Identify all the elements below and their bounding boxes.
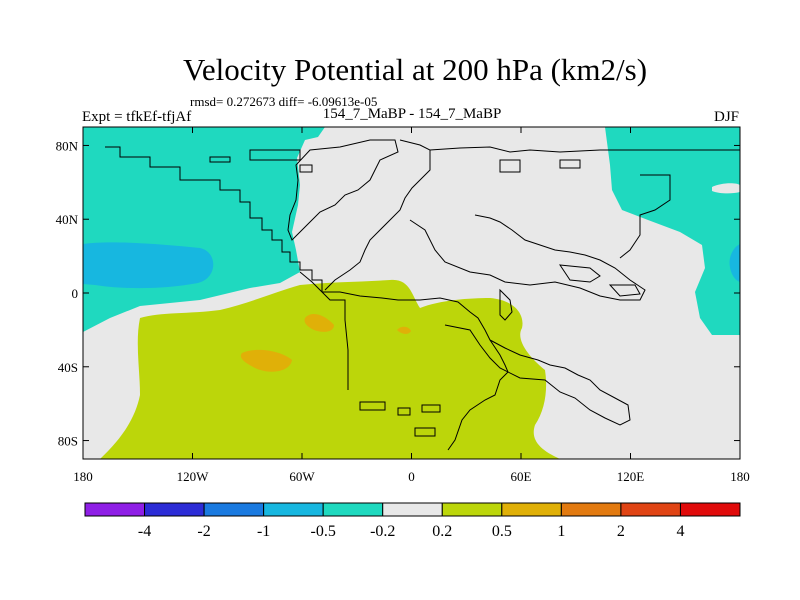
coastline-central-america bbox=[299, 271, 349, 390]
colorbar-swatch bbox=[382, 502, 443, 517]
coastline-africa bbox=[409, 214, 646, 301]
coastlines bbox=[105, 139, 740, 451]
strong-positive-1 bbox=[240, 349, 292, 372]
colorbar-label: -0.2 bbox=[370, 523, 395, 540]
x-tick-label: 60W bbox=[289, 469, 315, 484]
stats-text: rmsd= 0.272673 diff= -6.09613e-05 bbox=[190, 94, 378, 109]
colorbar-swatch bbox=[679, 502, 741, 517]
colorbar-label: -2 bbox=[197, 523, 210, 540]
colorbar-swatch bbox=[203, 502, 265, 517]
plot-title: Velocity Potential at 200 hPa (km2/s) bbox=[182, 52, 648, 87]
strong-positive-3 bbox=[397, 326, 411, 334]
coastline-indonesia bbox=[558, 264, 641, 297]
coastline-australia bbox=[444, 324, 631, 426]
colorbar-swatch bbox=[144, 502, 205, 517]
colorbar-swatch bbox=[501, 502, 562, 517]
y-tick-label: 80N bbox=[56, 138, 79, 153]
colorbar-label: -4 bbox=[138, 523, 151, 540]
coastline-south-america bbox=[322, 291, 509, 451]
season-label: DJF bbox=[713, 109, 739, 125]
colorbar-label: -1 bbox=[257, 523, 270, 540]
y-tick-label: 0 bbox=[72, 286, 79, 301]
colorbar-label: -0.5 bbox=[311, 523, 336, 540]
negative-region-northeast bbox=[605, 127, 740, 335]
colorbar-swatch bbox=[560, 502, 622, 517]
coastline-antarctic-islands bbox=[359, 401, 441, 437]
experiment-label: Expt = tfkEf-tfjAf bbox=[82, 109, 192, 125]
x-tick-label: 180 bbox=[73, 469, 93, 484]
colorbar-swatch bbox=[322, 502, 384, 517]
case-label: 154_7_MaBP - 154_7_MaBP bbox=[322, 106, 502, 122]
colorbar-swatch bbox=[441, 502, 503, 517]
colorbar-swatch bbox=[620, 502, 681, 517]
neutral-bubble bbox=[712, 183, 740, 194]
x-tick-label: 60E bbox=[511, 469, 532, 484]
strong-positive-2 bbox=[304, 314, 334, 332]
coastline-europe bbox=[324, 139, 431, 291]
colorbar-label: 4 bbox=[676, 523, 684, 540]
strong-negative-east bbox=[729, 244, 740, 282]
colorbar-label: 2 bbox=[617, 523, 625, 540]
colorbar-label: 0.5 bbox=[492, 523, 512, 540]
y-tick-label: 80S bbox=[58, 434, 78, 449]
colorbar-label: 0.2 bbox=[432, 523, 452, 540]
y-tick-label: 40S bbox=[58, 360, 78, 375]
colorbar: -4 -2 -1 -0.5 -0.2 0.2 0.5 1 2 4 bbox=[84, 502, 741, 540]
x-tick-label: 120E bbox=[617, 469, 645, 484]
x-tick-label: 180 bbox=[730, 469, 750, 484]
x-tick-label: 120W bbox=[177, 469, 210, 484]
positive-region bbox=[100, 279, 560, 459]
coastline-madagascar-area bbox=[499, 288, 513, 321]
colorbar-swatch bbox=[84, 502, 146, 517]
x-tick-label: 0 bbox=[408, 469, 415, 484]
y-tick-label: 40N bbox=[56, 212, 79, 227]
coastline-north-america bbox=[105, 146, 323, 292]
colorbar-swatch bbox=[263, 502, 324, 517]
contour-fill bbox=[83, 127, 740, 459]
strong-negative-west bbox=[83, 242, 214, 289]
coastline-asia bbox=[429, 146, 740, 259]
axis-ticks: 180 120W 60W 0 60E 120E 180 80N 40N 0 40S 80S bbox=[56, 127, 750, 484]
coastline-greenland bbox=[287, 139, 399, 241]
colorbar-label: 1 bbox=[557, 523, 565, 540]
